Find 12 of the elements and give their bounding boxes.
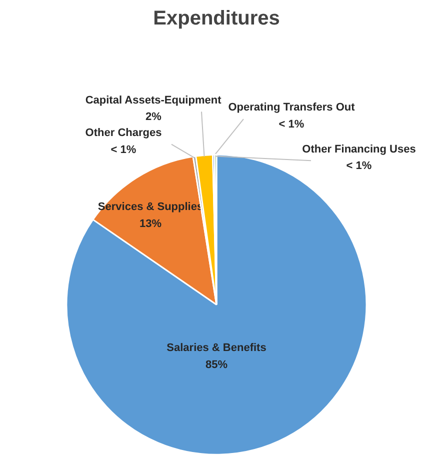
slice-label: Salaries & Benefits [166,342,266,354]
slice-label: Operating Transfers Out [228,102,356,114]
data-label: 85% [205,359,228,371]
data-label: < 1% [110,144,136,156]
data-label: < 1% [278,118,304,131]
slice-label: Capital Assets-Equipment [85,94,222,106]
chart-title: Expenditures [153,8,280,30]
slice-label: Other Charges [85,126,162,139]
data-label: 13% [139,218,162,230]
data-label: 2% [146,111,162,124]
slice-label: Other Financing Uses [302,143,416,156]
data-label: < 1% [346,160,372,172]
